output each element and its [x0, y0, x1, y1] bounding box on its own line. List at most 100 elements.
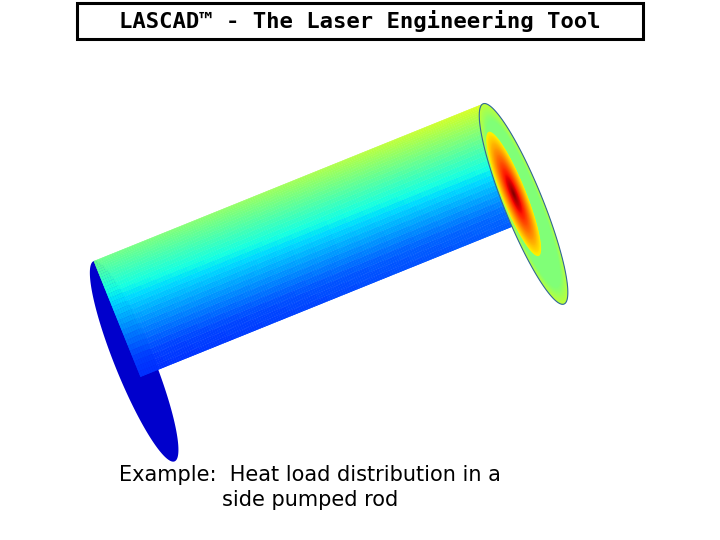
- Polygon shape: [346, 162, 348, 165]
- Polygon shape: [156, 241, 159, 244]
- Polygon shape: [213, 220, 216, 222]
- Polygon shape: [181, 233, 184, 235]
- Polygon shape: [117, 281, 121, 285]
- Polygon shape: [462, 112, 464, 113]
- Polygon shape: [319, 195, 323, 199]
- Polygon shape: [418, 240, 422, 246]
- Polygon shape: [400, 259, 405, 265]
- Polygon shape: [114, 310, 118, 316]
- Polygon shape: [467, 226, 472, 232]
- Polygon shape: [271, 312, 274, 318]
- Polygon shape: [259, 209, 263, 213]
- Polygon shape: [370, 278, 374, 284]
- Polygon shape: [478, 209, 482, 215]
- Polygon shape: [123, 271, 127, 275]
- Polygon shape: [196, 277, 200, 282]
- Polygon shape: [423, 129, 426, 131]
- Polygon shape: [171, 259, 175, 264]
- Polygon shape: [180, 306, 184, 312]
- Polygon shape: [301, 293, 305, 299]
- Polygon shape: [261, 219, 264, 223]
- Polygon shape: [208, 306, 212, 312]
- Polygon shape: [192, 259, 195, 264]
- Polygon shape: [342, 203, 346, 208]
- Polygon shape: [234, 209, 237, 212]
- Polygon shape: [359, 206, 363, 212]
- Polygon shape: [238, 212, 241, 215]
- Polygon shape: [128, 327, 132, 333]
- Polygon shape: [447, 181, 451, 187]
- Polygon shape: [472, 126, 476, 130]
- Polygon shape: [431, 199, 436, 205]
- Polygon shape: [393, 198, 397, 203]
- Polygon shape: [506, 210, 510, 216]
- Polygon shape: [143, 240, 146, 241]
- Polygon shape: [431, 124, 434, 126]
- Polygon shape: [256, 299, 260, 305]
- Polygon shape: [253, 226, 257, 230]
- Polygon shape: [510, 185, 518, 202]
- Polygon shape: [379, 156, 382, 158]
- Polygon shape: [394, 231, 398, 237]
- Polygon shape: [472, 182, 477, 188]
- Polygon shape: [145, 274, 148, 279]
- Polygon shape: [474, 235, 478, 241]
- Polygon shape: [222, 242, 226, 247]
- Polygon shape: [300, 203, 303, 207]
- Polygon shape: [217, 229, 220, 233]
- Polygon shape: [361, 205, 365, 211]
- Polygon shape: [441, 237, 446, 242]
- Polygon shape: [334, 238, 338, 244]
- Polygon shape: [357, 234, 361, 240]
- Polygon shape: [121, 302, 125, 308]
- Polygon shape: [451, 118, 454, 120]
- Polygon shape: [286, 312, 289, 318]
- Polygon shape: [116, 290, 120, 295]
- Polygon shape: [356, 180, 359, 185]
- Polygon shape: [462, 155, 465, 160]
- Polygon shape: [266, 301, 271, 307]
- Polygon shape: [278, 205, 281, 208]
- Polygon shape: [371, 148, 373, 150]
- Polygon shape: [185, 293, 189, 298]
- Polygon shape: [119, 285, 122, 289]
- Polygon shape: [212, 329, 216, 335]
- Polygon shape: [315, 186, 319, 190]
- Polygon shape: [241, 259, 246, 264]
- Polygon shape: [483, 129, 487, 133]
- Polygon shape: [513, 207, 517, 213]
- Polygon shape: [221, 319, 225, 326]
- Polygon shape: [96, 265, 99, 268]
- Polygon shape: [452, 164, 456, 168]
- Polygon shape: [442, 132, 445, 136]
- Polygon shape: [453, 158, 456, 164]
- Polygon shape: [242, 234, 246, 239]
- Polygon shape: [454, 225, 459, 231]
- Polygon shape: [458, 171, 462, 177]
- Polygon shape: [473, 109, 475, 110]
- Polygon shape: [321, 243, 325, 249]
- Polygon shape: [176, 233, 179, 235]
- Polygon shape: [332, 177, 335, 180]
- Polygon shape: [412, 132, 415, 134]
- Polygon shape: [190, 225, 193, 227]
- Polygon shape: [278, 212, 282, 216]
- Polygon shape: [383, 248, 387, 254]
- Polygon shape: [159, 272, 163, 277]
- Polygon shape: [106, 289, 109, 294]
- Polygon shape: [482, 220, 487, 226]
- Polygon shape: [351, 285, 355, 291]
- Polygon shape: [464, 164, 469, 168]
- Polygon shape: [186, 233, 189, 236]
- Polygon shape: [377, 153, 381, 156]
- Polygon shape: [187, 292, 191, 298]
- Polygon shape: [386, 142, 388, 143]
- Polygon shape: [138, 244, 140, 245]
- Polygon shape: [118, 308, 122, 314]
- Polygon shape: [494, 137, 553, 271]
- Polygon shape: [286, 269, 290, 275]
- Polygon shape: [144, 298, 148, 303]
- Polygon shape: [509, 183, 518, 205]
- Polygon shape: [310, 199, 314, 203]
- Polygon shape: [305, 191, 308, 194]
